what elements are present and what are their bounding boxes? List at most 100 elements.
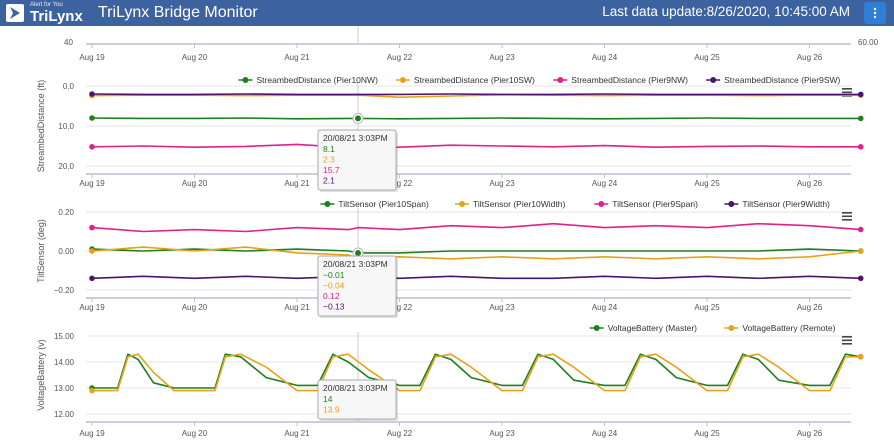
- x-tick-label: Aug 25: [694, 429, 720, 438]
- legend-entry: TiltSensor (Pier9Span): [612, 199, 698, 209]
- tooltip-box: [317, 129, 397, 191]
- legend-marker: [728, 201, 735, 207]
- x-tick-label: Aug 23: [489, 53, 515, 62]
- x-tick-label: Aug 21: [284, 53, 310, 62]
- x-tick-label: Aug 20: [182, 179, 208, 188]
- series-line-2: [91, 222, 861, 233]
- legend-entry: TiltSensor (Pier10Width): [473, 199, 565, 209]
- x-tick-label: Aug 24: [592, 179, 618, 188]
- y-tick-label: 14.00: [54, 358, 75, 367]
- x-tick-label: Aug 20: [182, 429, 208, 438]
- y-axis-label: TiltSensor (deg): [36, 219, 46, 283]
- x-tick-label: Aug 25: [694, 179, 720, 188]
- legend-marker: [242, 77, 249, 83]
- chart-panel-1: 0.0 10.0 20.0 Aug 19 Aug 20 Aug 21 Aug 22 Aug 2…: [36, 75, 864, 192]
- legend-marker: [728, 325, 735, 331]
- logo-tagline: Alert for You: [30, 2, 63, 8]
- x-tick-label: Aug 24: [592, 429, 618, 438]
- x-tick-label: Aug 20: [182, 53, 208, 62]
- series-line-1: [92, 353, 861, 392]
- series-start-point: [89, 387, 95, 394]
- tooltip-value: 8.1: [323, 144, 335, 154]
- series-line-0: [92, 353, 861, 389]
- tooltip-value: 13.9: [323, 405, 340, 415]
- y-tick-label: 0.20: [58, 208, 74, 217]
- tooltip-value: 15.7: [323, 165, 340, 175]
- series-end-point: [857, 115, 864, 122]
- y-tick-label: 10.0: [58, 122, 74, 131]
- legend-marker: [459, 201, 466, 207]
- y-tick-label: 40: [64, 38, 73, 47]
- chart-menu-icon[interactable]: [842, 212, 852, 221]
- legend: StreambedDistance (Pier9SW) StreambedDist…: [238, 75, 841, 85]
- series-start-point: [89, 224, 95, 231]
- x-tick-label: Aug 26: [797, 53, 823, 62]
- menu-bar: [842, 212, 852, 214]
- x-tick-label: Aug 19: [79, 179, 105, 188]
- chart-menu-icon[interactable]: [842, 336, 852, 345]
- tooltip-value: −0.01: [323, 270, 345, 280]
- legend-entry: TiltSensor (Pier9Width): [742, 199, 830, 209]
- legend-marker: [399, 77, 406, 83]
- series-start-point: [89, 275, 95, 282]
- series-end-point: [857, 354, 864, 360]
- menu-bar: [842, 343, 852, 345]
- legend-marker: [557, 77, 564, 83]
- tooltip-date: 20/08/21 3:03PM: [323, 133, 388, 143]
- x-tick-label: Aug 24: [592, 53, 618, 62]
- tooltip-value: 0.12: [323, 291, 340, 301]
- series-start-point: [89, 91, 95, 97]
- series-start-point: [89, 144, 95, 150]
- x-tick-label: Aug 26: [797, 429, 823, 438]
- series-end-point: [857, 226, 864, 233]
- x-tick-label: Aug 22: [387, 53, 413, 62]
- menu-bar: [842, 219, 852, 221]
- last-update: Last data update:8/26/2020, 10:45:00 AM: [602, 4, 850, 19]
- top-bar: Alert for You TriLynx TriLynx Bridge Mon…: [0, 0, 894, 26]
- x-tick-label: Aug 19: [79, 303, 105, 312]
- x-tick-label: Aug 26: [797, 179, 823, 188]
- chart-panel-2: 0.20 0.00 −0.20 Aug 19 Aug 20 Aug 21 Aug 22 Aug…: [36, 199, 864, 318]
- x-tick-label: Aug 23: [489, 303, 515, 312]
- tooltip-value: −0.04: [323, 281, 345, 291]
- menu-bar: [842, 339, 852, 342]
- series-line-3: [91, 275, 861, 280]
- trilynx-logo: Alert for You TriLynx: [6, 2, 86, 25]
- y-axis-label: StreambedDistance (ft): [36, 80, 46, 173]
- hover-marker: [355, 115, 361, 122]
- tooltip-date: 20/08/21 3:03PM: [323, 383, 388, 393]
- x-tick-label: Aug 22: [387, 303, 413, 312]
- legend-entry: StreambedDistance (Pier9SW): [724, 75, 840, 85]
- x-tick-label: Aug 19: [79, 53, 105, 62]
- x-tick-label: Aug 22: [387, 179, 413, 188]
- logo-brand: TriLynx: [30, 8, 83, 25]
- series-end-point: [857, 275, 864, 282]
- menu-bar: [842, 215, 852, 218]
- y-tick-label: 0.00: [58, 247, 74, 256]
- tooltip-box: [317, 255, 397, 317]
- legend: VoltageBattery (Remote) VoltageBattery (M…: [589, 323, 836, 333]
- menu-button[interactable]: [864, 2, 886, 24]
- series-end-point: [857, 91, 864, 98]
- legend-marker: [593, 325, 600, 331]
- series-start-point: [89, 248, 95, 254]
- legend-entry: VoltageBattery (Master): [608, 323, 697, 333]
- lynx-logo-icon: [6, 4, 24, 22]
- menu-bar: [842, 88, 852, 90]
- legend-marker: [710, 77, 717, 83]
- legend-entry: TiltSensor (Pier10Span): [338, 199, 429, 209]
- legend-entry: StreambedDistance (Pier9NW): [571, 75, 688, 85]
- tooltip-value: 14: [323, 394, 333, 404]
- kebab-menu-icon: [873, 7, 877, 19]
- tooltip-box: [317, 379, 397, 420]
- chart-panel-3: 15.00 14.00 13.00 12.00 Aug 19 Aug 20 Aug 21 Au…: [36, 323, 864, 438]
- last-update-value: 8/26/2020, 10:45:00 AM: [706, 4, 850, 19]
- x-tick-label: Aug 20: [182, 303, 208, 312]
- x-tick-label: Aug 25: [694, 303, 720, 312]
- y-tick-label: 60.00: [858, 38, 879, 47]
- x-tick-label: Aug 26: [797, 303, 823, 312]
- legend-entry: StreambedDistance (Pier10SW): [414, 75, 535, 85]
- y-tick-label: 12.00: [54, 410, 75, 419]
